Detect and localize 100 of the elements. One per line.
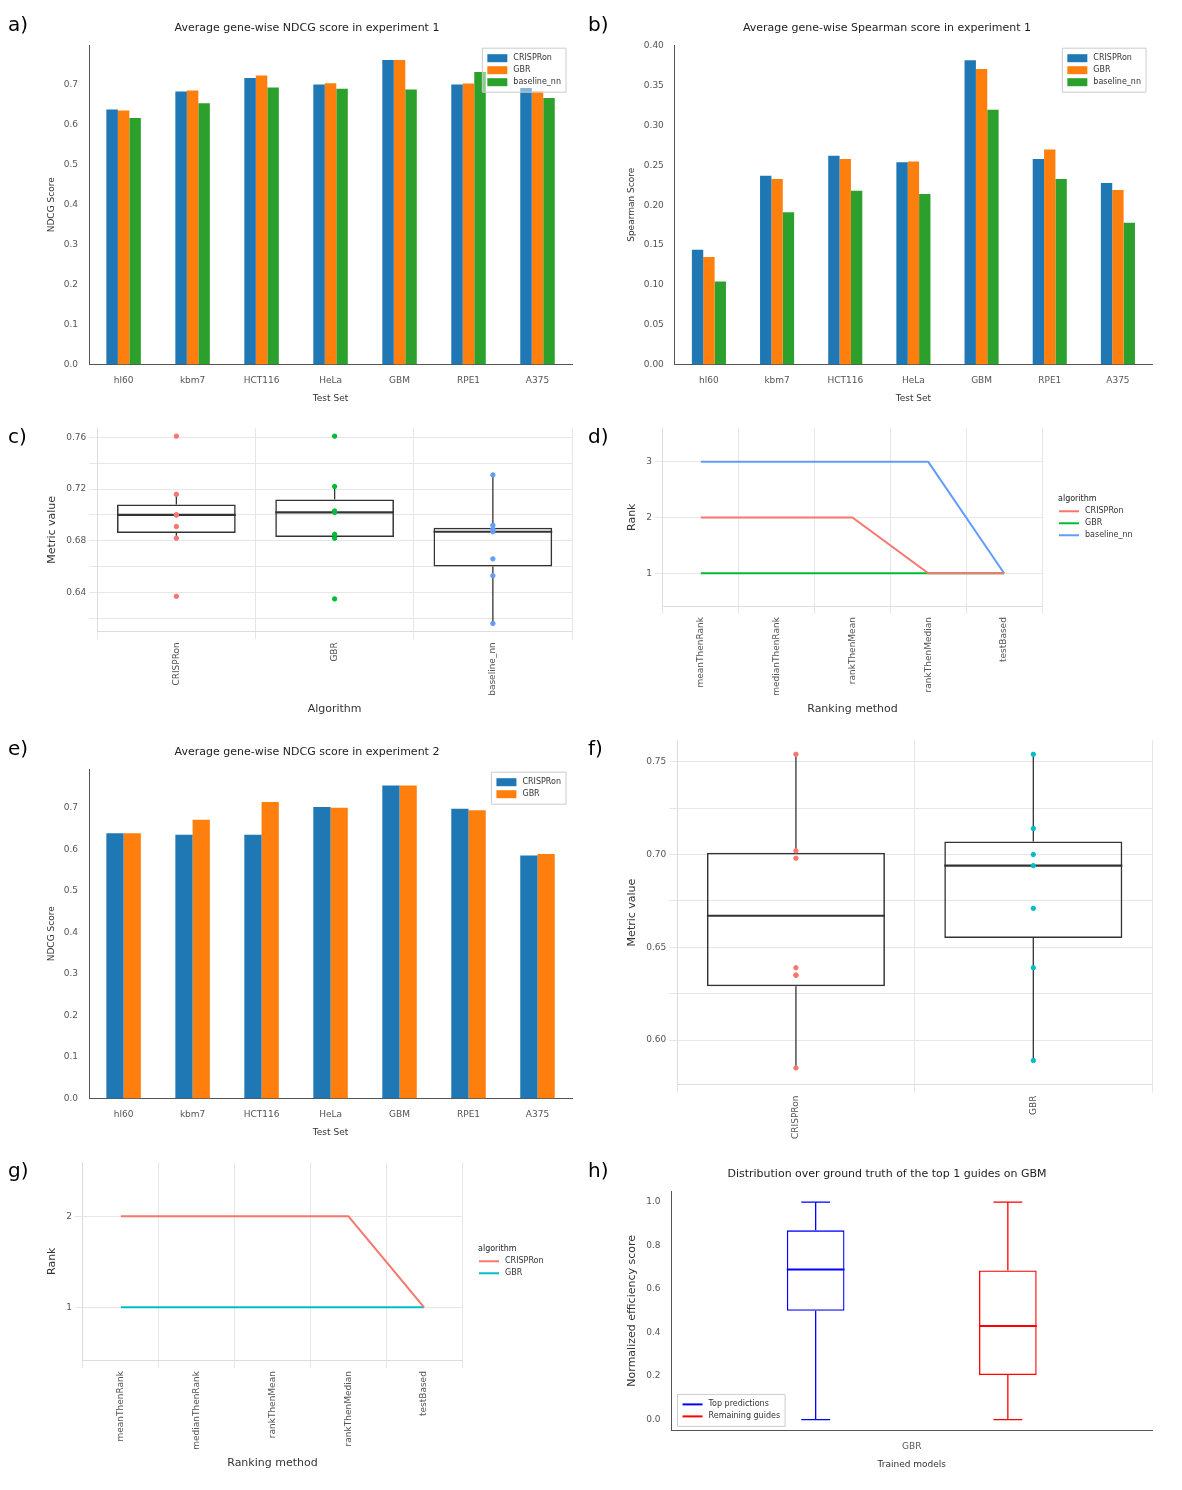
x-tick-label: GBM: [389, 375, 410, 386]
x-tick-label: rankThenMean: [846, 617, 857, 685]
y-tick-label: 2: [646, 511, 652, 522]
x-axis-title: Ranking method: [807, 702, 898, 716]
x-tick-label: testBased: [418, 1371, 429, 1417]
x-tick-label: kbm7: [179, 375, 206, 386]
x-tick-label: kbm7: [764, 375, 790, 386]
y-axis-title: Normalized efficiency score: [625, 1234, 639, 1387]
x-tick-label: meanThenRank: [115, 1370, 126, 1442]
x-tick-label: A375: [525, 1109, 550, 1120]
chart-title: Average gene-wise NDCG score in experiment 2: [174, 745, 440, 759]
legend-label: CRISPRon: [1093, 53, 1132, 63]
x-tick-label: medianThenRank: [770, 616, 781, 696]
y-tick-label: 0.0: [646, 1413, 661, 1424]
y-tick-label: 0.64: [66, 586, 87, 597]
x-tick-label: RPE1: [1038, 375, 1062, 386]
x-tick-label: HeLa: [319, 1109, 342, 1120]
x-tick-label: hl60: [113, 1109, 134, 1120]
x-axis-title: Algorithm: [307, 702, 362, 716]
y-axis-title: Metric value: [625, 878, 639, 947]
x-tick-label: HCT116: [827, 375, 864, 386]
y-axis-title: NDCG Score: [45, 905, 56, 962]
text: d): [588, 424, 610, 448]
y-tick-label: 1: [646, 567, 652, 578]
text: e): [8, 736, 30, 760]
text: g): [8, 1158, 30, 1182]
x-tick-label: hl60: [113, 375, 134, 386]
text: b): [588, 12, 610, 36]
legend-label: CRISPRon: [1085, 506, 1124, 516]
y-tick-label: 0.75: [646, 756, 667, 767]
y-tick-label: 1: [66, 1301, 72, 1312]
y-tick-label: 0.72: [66, 483, 87, 494]
y-tick-label: 3: [646, 456, 652, 467]
chart-title: Average gene-wise Spearman score in experiment 1: [742, 21, 1032, 35]
x-axis-title: Test Set: [894, 392, 932, 403]
y-tick-label: 0.4: [63, 926, 79, 937]
legend-label: baseline_nn: [1093, 77, 1142, 87]
y-tick-label: 0.3: [63, 238, 79, 249]
legend-label: GBR: [522, 789, 541, 799]
y-tick-label: 0.8: [646, 1239, 661, 1250]
y-tick-label: 0.40: [643, 40, 665, 51]
y-tick-label: 0.3: [63, 968, 79, 979]
y-tick-label: 0.70: [646, 848, 667, 859]
chart-title: Average gene-wise NDCG score in experiment 1: [174, 21, 440, 35]
y-tick-label: 0.68: [66, 535, 87, 546]
x-tick-label: meanThenRank: [695, 616, 706, 688]
y-tick-label: 0.1: [63, 1051, 79, 1062]
x-axis-title: Ranking method: [227, 1456, 318, 1470]
x-axis-title: Test Set: [311, 1126, 349, 1137]
x-tick-label: baseline_nn: [487, 642, 498, 696]
x-tick-label: testBased: [998, 617, 1009, 663]
text: f): [588, 736, 604, 760]
y-axis-title: NDCG Score: [45, 176, 56, 233]
legend-title: algorithm: [1058, 494, 1097, 504]
y-axis-title: Rank: [45, 1246, 59, 1276]
legend-label: Top predictions: [707, 1399, 769, 1409]
y-tick-label: 0.2: [63, 278, 79, 289]
legend-label: CRISPRon: [513, 53, 552, 63]
legend-label: GBR: [1093, 65, 1112, 75]
y-tick-label: 0.4: [63, 198, 79, 209]
chart-title: Distribution over ground truth of the top 1 guides on GBM: [727, 1167, 1047, 1181]
y-tick-label: 0.4: [646, 1326, 661, 1337]
x-tick-label: GBM: [971, 375, 993, 386]
x-tick-label: RPE1: [456, 375, 481, 386]
x-tick-label: kbm7: [179, 1109, 206, 1120]
x-tick-label: CRISPRon: [170, 642, 181, 686]
x-tick-label: GBM: [389, 1109, 410, 1120]
x-tick-label: hl60: [699, 375, 720, 386]
y-tick-label: 0.7: [63, 78, 79, 89]
text: a): [8, 12, 30, 36]
text: h): [588, 1158, 610, 1182]
y-tick-label: 0.60: [646, 1034, 667, 1045]
y-tick-label: 0.1: [63, 318, 79, 329]
y-tick-label: 0.2: [646, 1370, 661, 1381]
y-tick-label: 0.2: [63, 1009, 79, 1020]
y-tick-label: 0.10: [643, 279, 665, 290]
y-tick-label: 0.0: [63, 358, 79, 369]
x-tick-label: RPE1: [456, 1109, 481, 1120]
y-axis-title: Rank: [625, 502, 639, 532]
y-tick-label: 0.25: [643, 159, 664, 170]
y-tick-label: 0.65: [646, 941, 667, 952]
x-axis-title: Test Set: [311, 392, 349, 403]
legend-label: baseline_nn: [513, 77, 562, 87]
y-tick-label: 0.6: [63, 118, 79, 129]
y-axis-title: Spearman Score: [625, 167, 636, 242]
x-tick-label: A375: [1106, 375, 1130, 386]
x-tick-label: rankThenMean: [266, 1371, 277, 1439]
text: c): [8, 424, 28, 448]
y-axis-title: Metric value: [45, 495, 59, 564]
y-tick-label: 2: [66, 1210, 72, 1221]
x-tick-label: CRISPRon: [790, 1095, 801, 1140]
y-tick-label: 0.76: [66, 431, 87, 442]
x-tick-label: rankThenMedian: [922, 617, 933, 693]
legend-label: CRISPRon: [522, 777, 562, 787]
legend-label: GBR: [505, 1268, 523, 1278]
y-tick-label: 0.6: [646, 1283, 661, 1294]
legend-title: algorithm: [478, 1244, 517, 1254]
x-tick-label: GBR: [1027, 1095, 1038, 1116]
y-tick-label: 0.35: [643, 80, 664, 91]
y-tick-label: 0.6: [63, 843, 79, 854]
